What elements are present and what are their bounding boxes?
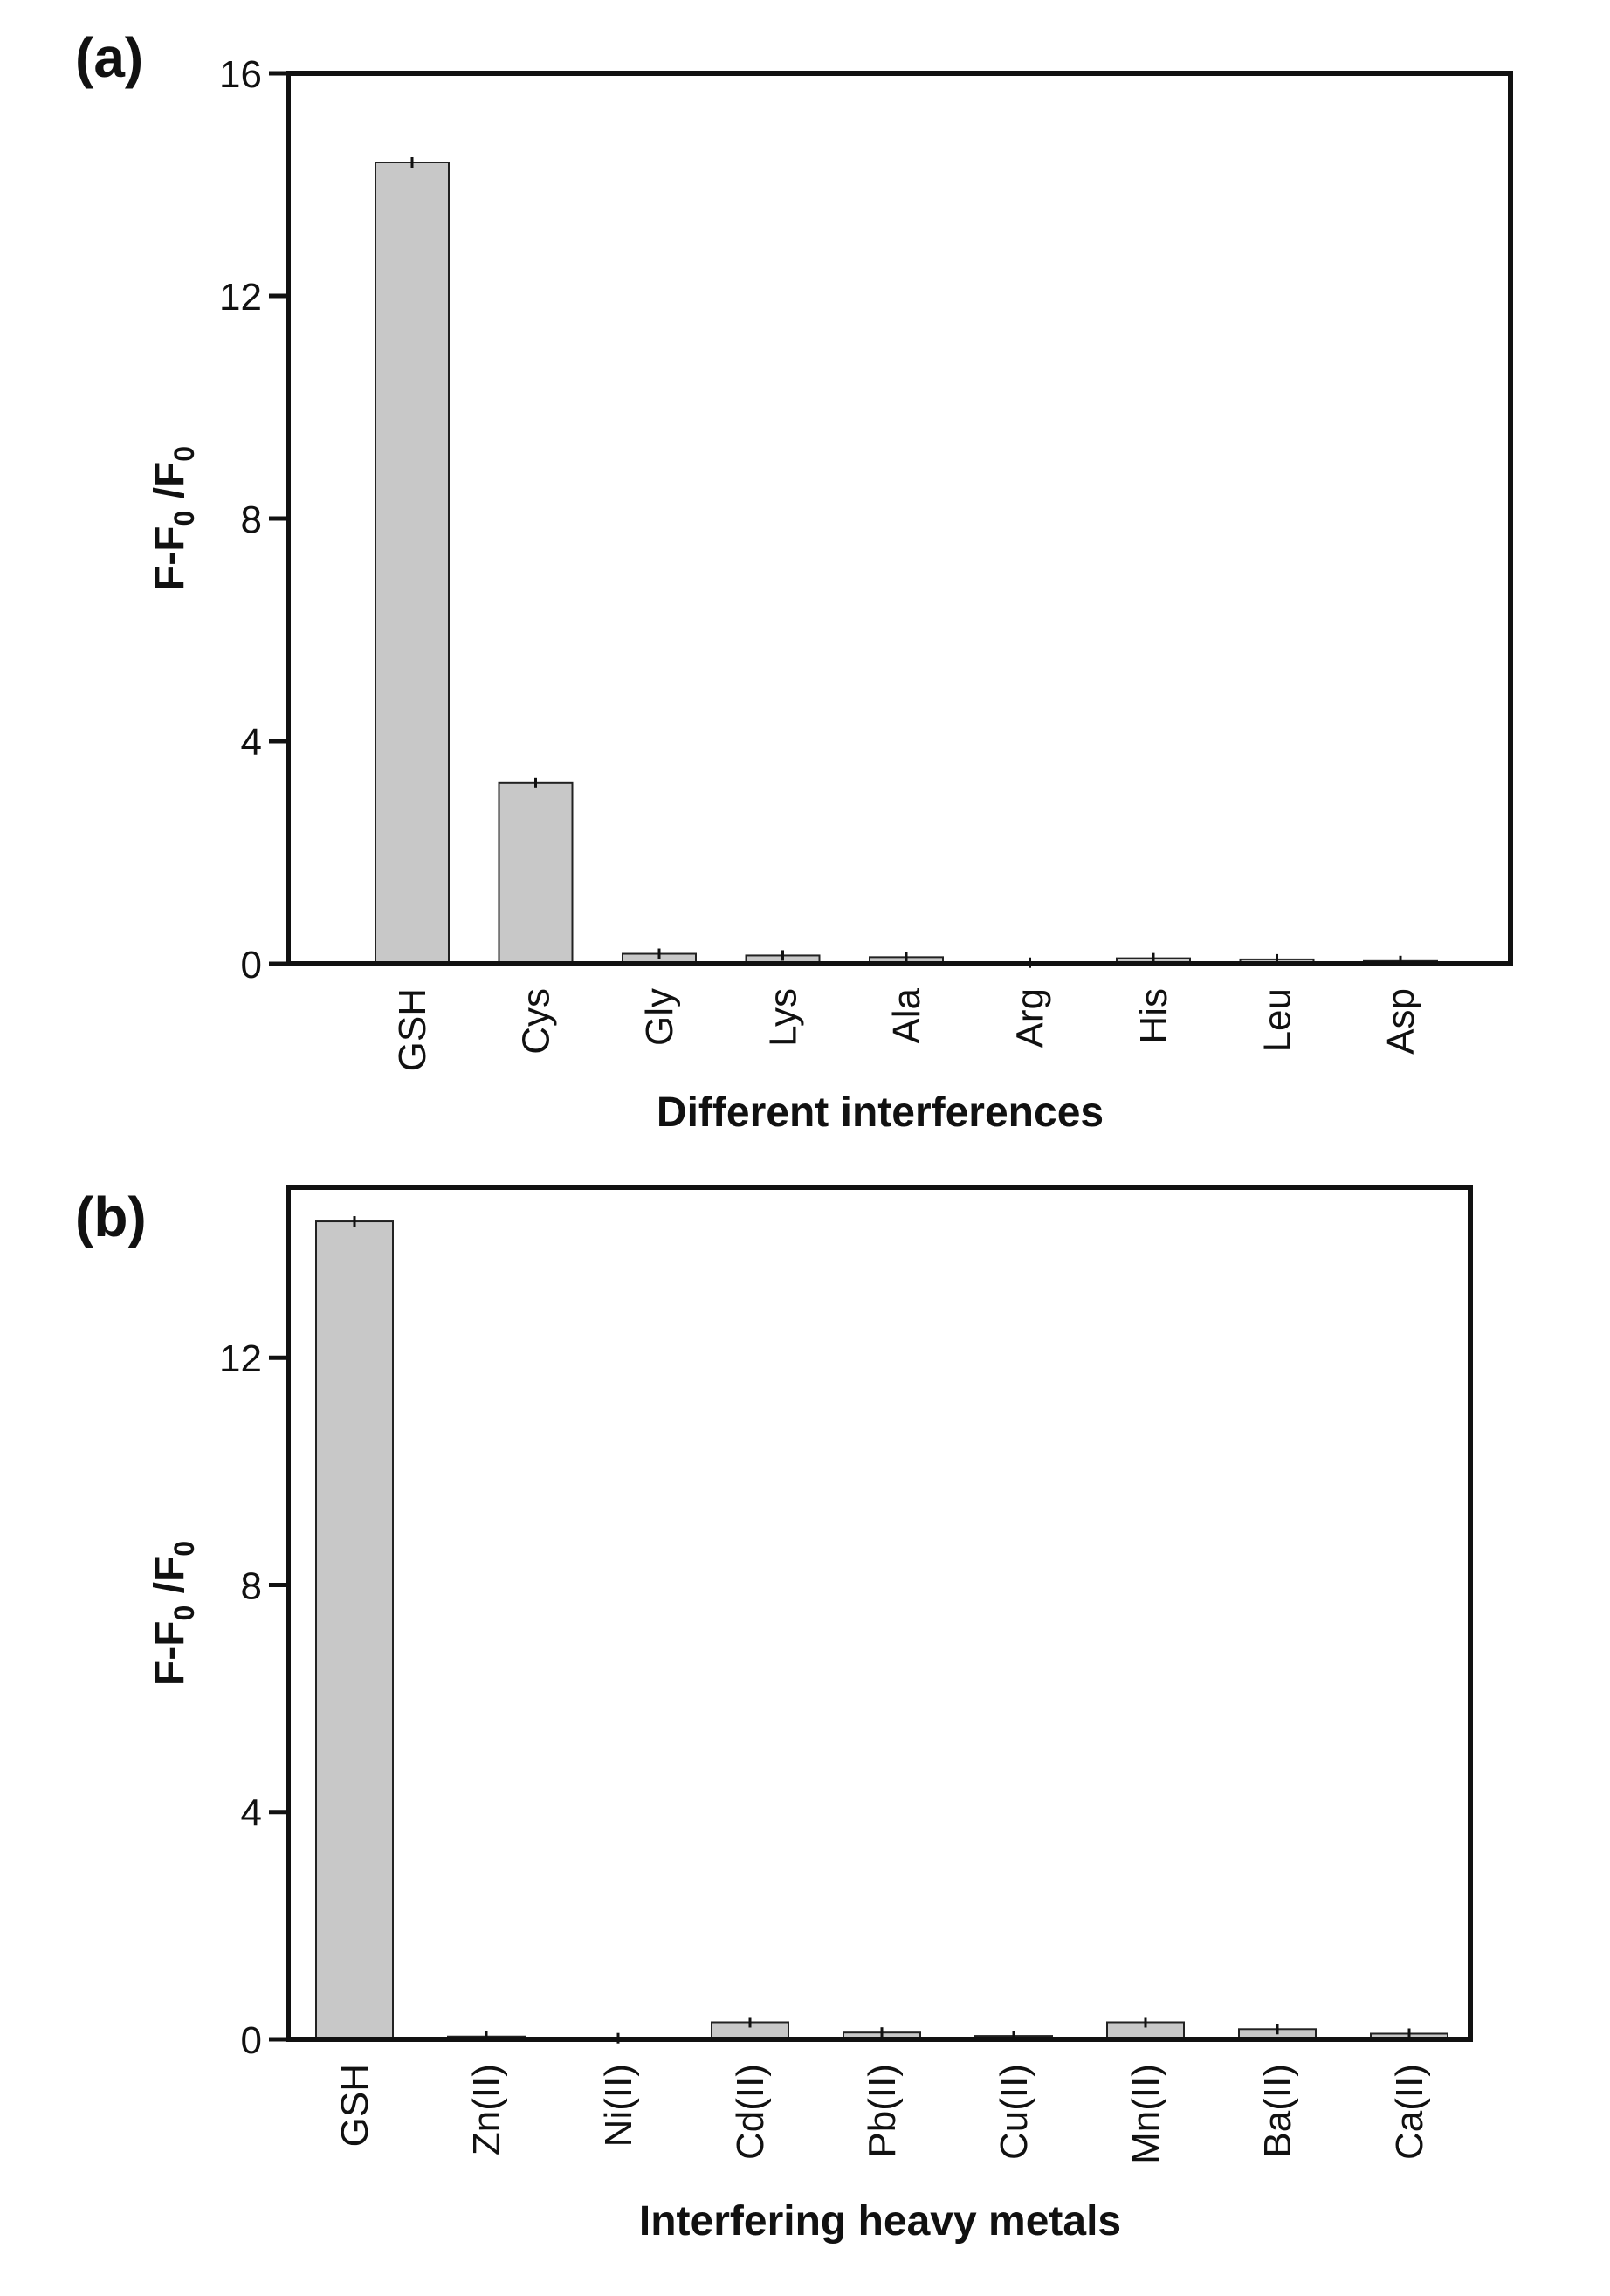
y-tick-label: 8 xyxy=(241,1564,262,1607)
x-tick-labels-b: GSH Zn(II) Ni(II) Cd(II) Pb(II) Cu(II) Mn(II) B… xyxy=(334,2064,1431,2164)
y-tick-label: 16 xyxy=(219,53,262,96)
y-axis-title-b-sub2: 0 xyxy=(169,1541,200,1557)
y-axis-title-b-mid: /F xyxy=(147,1557,193,1605)
y-tick-label: 12 xyxy=(219,1337,262,1380)
x-tick-label: Cd(II) xyxy=(729,2064,772,2160)
chart-panel-b: (b) 0 4 8 12 GSH Zn(II) Ni(II) Cd(II) Pb(II) Cu(… xyxy=(75,1185,1473,2244)
x-tick-label: Ni(II) xyxy=(597,2064,640,2147)
x-tick-labels-a: GSH Cys Gly Lys Ala Arg His Leu Asp xyxy=(391,987,1422,1071)
bars-a xyxy=(375,157,1438,968)
y-tick-label: 0 xyxy=(241,2019,262,2062)
bar-cys xyxy=(498,781,574,965)
y-tick-label: 4 xyxy=(241,721,262,764)
x-tick-label: GSH xyxy=(334,2064,376,2147)
y-axis-title-a-main: F-F xyxy=(147,526,193,591)
plot-frame-a xyxy=(286,71,1513,966)
x-tick-label: GSH xyxy=(391,988,434,1071)
x-tick-label: Lys xyxy=(762,988,805,1047)
y-axis-title-b-main: F-F xyxy=(147,1620,193,1686)
x-tick-label: Leu xyxy=(1256,988,1299,1052)
panel-label-b: (b) xyxy=(75,1186,147,1248)
x-tick-label: Mn(II) xyxy=(1125,2064,1167,2164)
x-axis-title-a: Different interferences xyxy=(657,1090,1104,1136)
y-axis-title-b: F-F0 /F0 xyxy=(147,1541,200,1686)
y-axis-title-a-sub1: 0 xyxy=(169,511,200,526)
bar-gsh xyxy=(315,1220,394,2041)
x-tick-label: Ba(II) xyxy=(1256,2064,1299,2158)
x-tick-label: His xyxy=(1132,988,1175,1044)
y-tick-label: 4 xyxy=(241,1792,262,1835)
x-tick-label: Cys xyxy=(515,988,558,1055)
x-tick-label: Asp xyxy=(1380,988,1422,1055)
y-axis-title-a: F-F0 /F0 xyxy=(147,446,200,591)
y-axis-title-a-mid: /F xyxy=(147,462,193,511)
plot-frame-b xyxy=(286,1185,1473,2042)
y-axis-title-a-sub2: 0 xyxy=(169,446,200,462)
x-tick-label: Gly xyxy=(638,988,681,1046)
x-tick-label: Cu(II) xyxy=(993,2064,1035,2160)
y-tick-label: 8 xyxy=(241,498,262,541)
bar-gsh xyxy=(375,162,450,965)
y-tick-label: 0 xyxy=(241,944,262,986)
x-tick-label: Pb(II) xyxy=(861,2064,904,2158)
y-axis-title-b-sub1: 0 xyxy=(169,1605,200,1621)
x-tick-label: Ala xyxy=(885,987,928,1043)
x-tick-label: Arg xyxy=(1009,988,1052,1048)
y-tick-label: 12 xyxy=(219,276,262,319)
y-ticks-a: 0 4 8 12 16 xyxy=(219,53,288,986)
x-tick-label: Ca(II) xyxy=(1388,2064,1431,2160)
panel-label-a: (a) xyxy=(75,26,143,89)
bars-b xyxy=(315,1216,1448,2044)
y-ticks-b: 0 4 8 12 xyxy=(219,1337,288,2062)
x-axis-title-b: Interfering heavy metals xyxy=(639,2198,1121,2244)
x-tick-label: Zn(II) xyxy=(465,2064,508,2155)
